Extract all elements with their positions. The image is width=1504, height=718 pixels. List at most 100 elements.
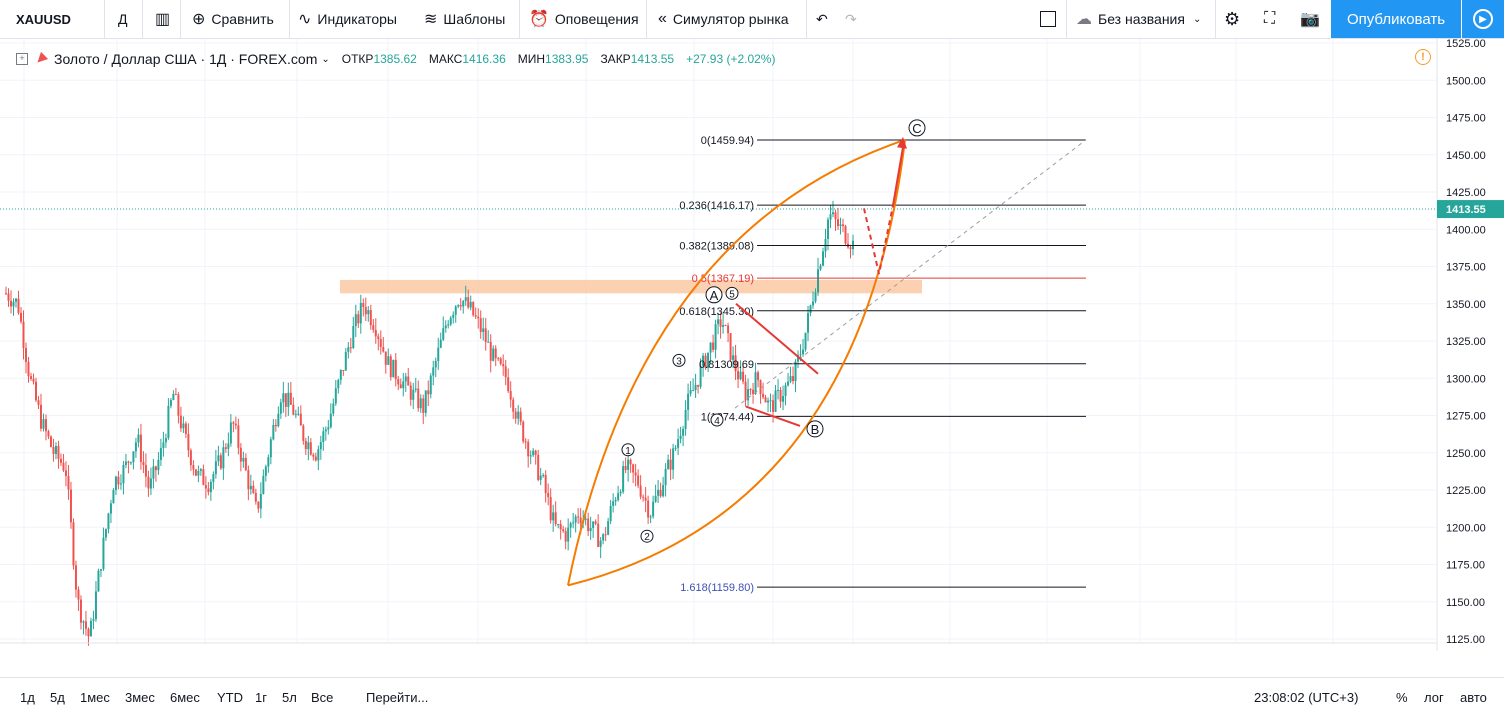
publish-button[interactable]: Опубликовать <box>1331 0 1461 38</box>
candle-body <box>467 297 470 308</box>
candle-body <box>219 455 222 469</box>
candle-body <box>144 464 147 477</box>
candle-body <box>812 301 815 306</box>
low-label: МИН <box>517 52 546 66</box>
wave-label-circle <box>806 420 824 438</box>
fullscreen-button[interactable]: ⛶ <box>1264 0 1275 38</box>
time-axis[interactable]: Сен2017МайСен2018МайСен2019АпрИюлОкт2020… <box>0 642 1475 651</box>
candle-body <box>529 455 532 457</box>
price-tick-label: 1325.00 <box>1446 336 1486 348</box>
legend-title[interactable]: Золото / Доллар США · 1Д · FOREX.com <box>54 51 318 67</box>
candle-body <box>82 621 85 623</box>
candle-body <box>187 433 190 451</box>
camera-icon: 📷 <box>1300 11 1320 28</box>
candle-body <box>279 402 282 414</box>
candle-body <box>39 404 42 429</box>
candle-body <box>404 376 407 382</box>
price-axis[interactable]: 1525.00 1500.00 1475.00 1450.00 1425.00 1400.… <box>1436 39 1504 651</box>
candle-body <box>709 342 712 353</box>
range-button-3мес[interactable]: 3мес <box>125 689 155 705</box>
replay-button[interactable]: « Симулятор рынка <box>658 0 789 38</box>
candle-body <box>254 492 257 502</box>
price-chart[interactable]: 0(1459.94) 0.236(1416.17) 0.382(1389.08) 0.… <box>0 39 1504 651</box>
candle-body <box>72 522 75 566</box>
wedge-upper <box>735 302 819 375</box>
candle-body <box>332 403 335 414</box>
candle-body <box>614 499 617 502</box>
candle-body <box>349 347 352 349</box>
price-tick-label: 1250.00 <box>1446 448 1486 460</box>
candle-body <box>124 461 127 465</box>
candle-body <box>424 390 427 413</box>
candle-body <box>27 361 30 377</box>
chart-type-button[interactable]: ▥ <box>155 0 176 38</box>
goto-button[interactable]: Перейти... <box>366 678 428 716</box>
warning-icon[interactable]: ! <box>1415 49 1431 65</box>
candle-body <box>487 341 490 343</box>
trend-dashed-line <box>734 139 1087 409</box>
candle-body <box>429 375 432 395</box>
range-button-YTD[interactable]: YTD <box>217 689 243 705</box>
play-button[interactable]: ▶ <box>1462 0 1504 38</box>
wave-label-circle <box>710 413 724 427</box>
fib-level-label: 1(1274.44) <box>701 411 754 423</box>
candle-body <box>14 298 17 302</box>
redo-button[interactable]: ↷ <box>845 0 857 38</box>
candle-body <box>134 442 137 452</box>
candle-body <box>464 297 467 301</box>
templates-button[interactable]: ≋ Шаблоны <box>424 0 505 38</box>
price-tick-label: 1300.00 <box>1446 373 1486 385</box>
candle-body <box>607 521 610 535</box>
price-tick-label: 1225.00 <box>1446 485 1486 497</box>
range-button-6мес[interactable]: 6мес <box>170 689 200 705</box>
high-value: 1416.36 <box>462 52 506 66</box>
symbol-search[interactable]: XAUUSD <box>16 0 71 38</box>
candle-body <box>562 529 565 532</box>
range-button-5д[interactable]: 5д <box>50 689 65 705</box>
candle-body <box>842 224 845 227</box>
auto-button[interactable]: авто <box>1460 678 1487 716</box>
candle-body <box>684 409 687 429</box>
fib-level-label: 1.618(1159.80) <box>680 582 754 594</box>
percent-button[interactable]: % <box>1396 678 1408 716</box>
interval-button[interactable]: Д <box>118 0 127 38</box>
candle-body <box>742 371 745 382</box>
range-button-1г[interactable]: 1г <box>255 689 267 705</box>
candle-body <box>439 339 442 348</box>
candle-body <box>679 435 682 440</box>
candle-body <box>634 472 637 476</box>
candle-body <box>384 351 387 365</box>
candle-body <box>652 501 655 517</box>
cloud-icon: ☁ <box>1076 11 1092 28</box>
clock[interactable]: 23:08:02 (UTC+3) <box>1254 678 1358 716</box>
range-button-1мес[interactable]: 1мес <box>80 689 110 705</box>
range-button-1д[interactable]: 1д <box>20 689 35 705</box>
undo-icon: ↶ <box>816 10 828 27</box>
indicators-button[interactable]: ∿ Индикаторы <box>298 0 397 38</box>
arc-upper <box>567 138 906 586</box>
candle-body <box>482 328 485 332</box>
candle-body <box>212 474 215 482</box>
candle-body <box>44 419 47 432</box>
expand-icon[interactable]: + <box>16 53 28 65</box>
candle-body <box>772 400 775 412</box>
candle-body <box>117 476 120 485</box>
range-button-5л[interactable]: 5л <box>282 689 297 705</box>
log-button[interactable]: лог <box>1424 678 1444 716</box>
candle-body <box>497 358 500 360</box>
candle-body <box>727 325 730 334</box>
range-button-Все[interactable]: Все <box>311 689 334 705</box>
layout-toggle-button[interactable] <box>1040 0 1056 38</box>
layout-name-button[interactable]: ☁ Без названия ⌄ <box>1076 0 1201 38</box>
candle-body <box>554 512 557 525</box>
candle-body <box>329 413 332 428</box>
candle-body <box>764 397 767 403</box>
wave-label-circle <box>705 286 723 304</box>
candle-body <box>527 441 530 457</box>
settings-button[interactable]: ⚙ <box>1224 0 1240 38</box>
snapshot-button[interactable]: 📷 <box>1300 0 1320 38</box>
alerts-button[interactable]: ⏰ Оповещения <box>529 0 639 38</box>
compare-button[interactable]: ⊕ Сравнить <box>192 0 274 38</box>
legend-chevron-icon[interactable]: ⌄ <box>321 53 330 65</box>
undo-button[interactable]: ↶ <box>816 0 828 38</box>
